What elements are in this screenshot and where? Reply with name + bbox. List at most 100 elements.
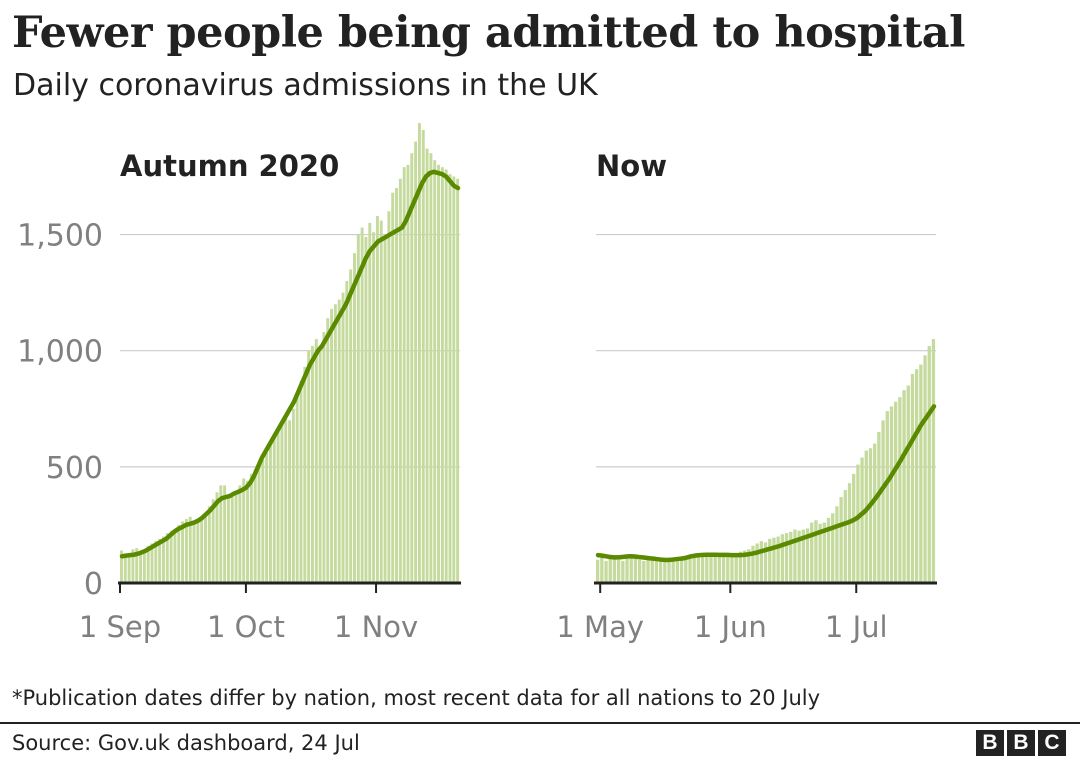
bar — [120, 550, 123, 583]
average-line — [595, 404, 937, 563]
chart-subtitle: Daily coronavirus admissions in the UK — [13, 68, 598, 103]
bar — [272, 436, 276, 583]
bar — [337, 299, 341, 583]
bar — [433, 160, 437, 583]
bar — [333, 304, 337, 583]
bar — [600, 557, 604, 583]
bar — [406, 164, 410, 583]
panel-title: Autumn 2020 — [120, 149, 339, 183]
bar — [456, 178, 460, 583]
bar — [742, 550, 747, 583]
bar — [127, 553, 131, 583]
bar — [709, 552, 713, 583]
bar — [387, 211, 391, 583]
bar — [311, 346, 314, 583]
bar — [667, 559, 671, 583]
bar — [923, 355, 927, 583]
bar — [188, 516, 192, 583]
bar — [604, 560, 608, 583]
bar — [852, 473, 856, 583]
bar — [238, 485, 242, 583]
bar — [700, 556, 705, 583]
bar — [789, 531, 793, 583]
bar — [797, 530, 801, 583]
bar — [902, 390, 906, 583]
bar — [181, 521, 185, 583]
bar — [793, 529, 797, 583]
bar — [919, 364, 923, 583]
bar — [612, 557, 617, 583]
bar — [154, 541, 158, 583]
bar — [763, 542, 768, 583]
bar — [596, 559, 600, 583]
bar — [839, 497, 843, 583]
average-line — [119, 169, 461, 559]
bar — [646, 558, 650, 583]
bar — [234, 492, 238, 583]
bar — [268, 441, 272, 583]
bbc-logo: B B C — [976, 730, 1066, 756]
y-tick-label: 500 — [46, 451, 103, 486]
bar — [410, 153, 414, 584]
bar — [123, 555, 127, 583]
footnote: *Publication dates differ by nation, mos… — [12, 686, 821, 710]
bar — [417, 123, 421, 583]
bar — [135, 548, 139, 583]
bar — [835, 506, 839, 583]
bar — [831, 513, 835, 583]
bar — [383, 234, 387, 584]
bar — [173, 529, 177, 583]
bbc-logo-letter: B — [1007, 730, 1035, 756]
y-tick-label: 0 — [84, 567, 103, 602]
panel-title: Now — [596, 149, 667, 183]
bar — [246, 480, 249, 583]
bar — [242, 478, 246, 583]
bar — [671, 560, 675, 583]
bar — [440, 167, 444, 584]
bbc-logo-letter: C — [1038, 730, 1066, 756]
bar — [177, 524, 181, 583]
bar — [751, 545, 755, 583]
bar — [679, 558, 684, 583]
bar — [341, 292, 345, 583]
bar — [696, 555, 701, 583]
bar — [444, 169, 448, 584]
bar — [395, 188, 398, 583]
bar — [805, 528, 810, 583]
bar — [906, 385, 910, 583]
bar — [675, 557, 680, 583]
bar — [307, 350, 311, 583]
bar — [368, 222, 372, 584]
y-tick-label: 1,500 — [17, 219, 103, 254]
bar — [150, 543, 154, 583]
bar — [398, 178, 402, 583]
bar — [768, 538, 772, 583]
bar — [621, 560, 625, 583]
bar — [200, 517, 204, 583]
bar — [139, 552, 143, 583]
bar — [364, 236, 368, 584]
bar — [738, 551, 743, 583]
bar — [633, 558, 638, 583]
bar — [910, 373, 915, 583]
bbc-logo-letter: B — [976, 730, 1004, 756]
bar — [784, 533, 789, 583]
bar — [265, 452, 269, 583]
bar — [318, 348, 322, 583]
bar — [345, 281, 349, 583]
bar — [291, 408, 295, 583]
bar — [425, 148, 429, 583]
bar — [877, 432, 881, 583]
bar — [349, 269, 353, 583]
bar — [165, 533, 169, 583]
bar — [663, 558, 667, 583]
x-tick-label: 1 Oct — [207, 610, 285, 644]
bar — [437, 164, 440, 583]
bar — [721, 552, 726, 583]
bar — [818, 523, 822, 583]
x-tick-label: 1 Sep — [79, 610, 161, 644]
bar — [625, 556, 629, 583]
bar — [379, 220, 383, 583]
bar — [616, 559, 621, 583]
bar — [658, 560, 663, 583]
